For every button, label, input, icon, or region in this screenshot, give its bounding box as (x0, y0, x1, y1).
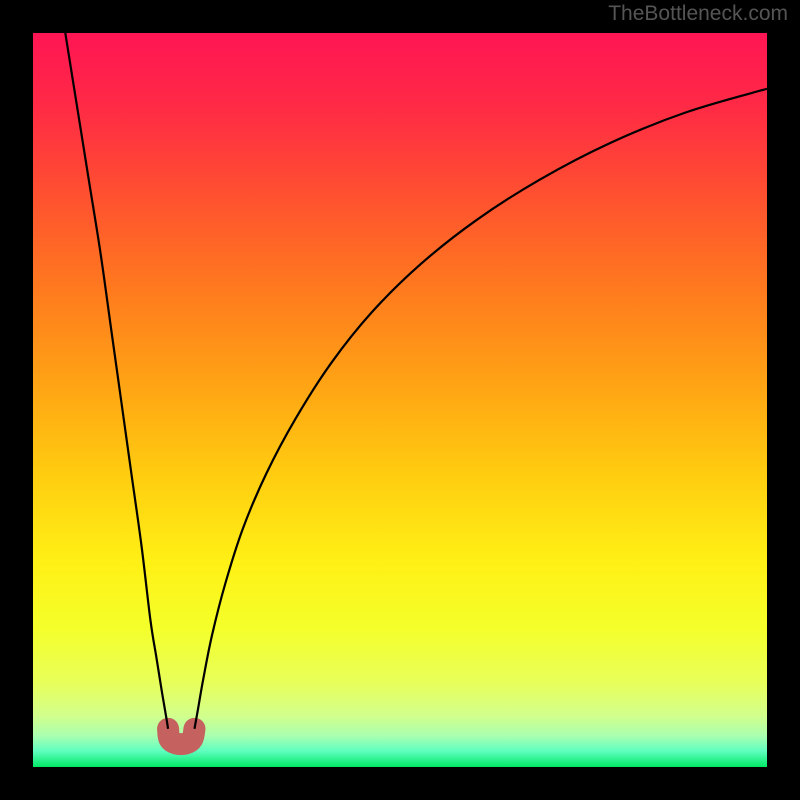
watermark-text: TheBottleneck.com (608, 2, 788, 26)
gradient-chart (33, 33, 767, 767)
chart-stage: TheBottleneck.com (0, 0, 800, 800)
gradient-background (33, 33, 767, 767)
